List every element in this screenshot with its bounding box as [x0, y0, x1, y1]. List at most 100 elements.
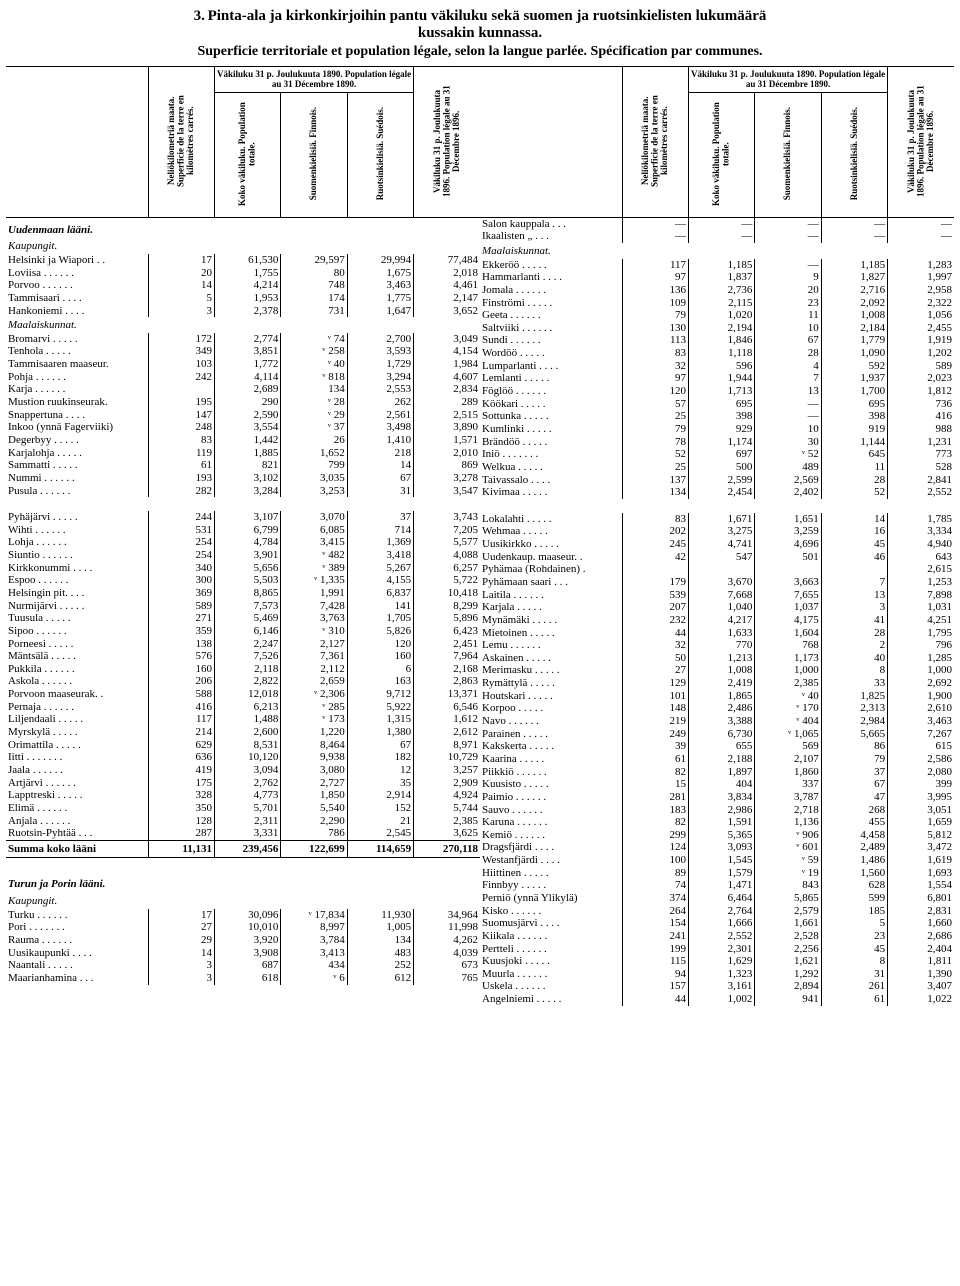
table-row: Maarianhamina . . .3618ᵛ 6612765 — [6, 972, 480, 985]
table-row: Piikkiö . . . . . .821,8971,860372,080 — [480, 766, 954, 779]
row-cell: — — [821, 230, 887, 243]
table-row: Askola . . . . . .2062,8222,6591632,863 — [6, 675, 480, 688]
row-cell: 2,115 — [689, 297, 755, 310]
row-cell: 1,037 — [755, 601, 821, 614]
row-cell: 97 — [622, 271, 688, 284]
row-cell: 2,018 — [414, 267, 480, 280]
row-cell: 3,554 — [215, 421, 281, 434]
left-tbody: Uudenmaan lääni.Kaupungit.Helsinki ja Wi… — [6, 217, 480, 984]
row-name: Wordöö . . . . . — [480, 347, 622, 360]
row-cell: 736 — [888, 398, 954, 411]
row-cell: 3,334 — [888, 525, 954, 538]
row-cell: 1,713 — [689, 385, 755, 398]
row-cell: 501 — [755, 551, 821, 564]
row-name: Hankoniemi . . . . — [6, 305, 148, 318]
row-cell: 2,378 — [215, 305, 281, 318]
row-cell: 374 — [622, 892, 688, 905]
table-row: Salon kauppala . . .————— — [480, 217, 954, 230]
row-cell: 3,418 — [347, 549, 413, 562]
row-cell: 628 — [821, 879, 887, 892]
row-cell: 1,005 — [347, 921, 413, 934]
row-cell: 5,722 — [414, 574, 480, 587]
table-row: Porvoon maaseurak. .58812,018ᵛ 2,3069,71… — [6, 688, 480, 701]
row-cell: ᵛ 482 — [281, 549, 347, 562]
gap — [6, 497, 480, 511]
row-cell: 4,088 — [414, 549, 480, 562]
row-cell: 2,023 — [888, 372, 954, 385]
row-cell: 4,155 — [347, 574, 413, 587]
row-cell: 2,914 — [347, 789, 413, 802]
row-cell: 489 — [755, 461, 821, 474]
row-cell: 1,315 — [347, 713, 413, 726]
row-cell: 988 — [888, 423, 954, 436]
row-cell: 731 — [281, 305, 347, 318]
row-cell: 2,301 — [689, 943, 755, 956]
table-row: Kirkkonummi . . . .3405,656ᵛ 3895,2676,2… — [6, 562, 480, 575]
row-cell: 2,590 — [215, 409, 281, 422]
row-cell: 134 — [347, 934, 413, 947]
row-cell: 130 — [622, 322, 688, 335]
row-cell: 124 — [622, 841, 688, 854]
row-cell: 5,665 — [821, 728, 887, 741]
row-cell: 6,213 — [215, 701, 281, 714]
row-cell: 588 — [148, 688, 214, 701]
row-cell: ᵛ 818 — [281, 371, 347, 384]
row-name: Rauma . . . . . . — [6, 934, 148, 947]
row-cell: 25 — [622, 461, 688, 474]
row-name: Askola . . . . . . — [6, 675, 148, 688]
sum-cell: 239,456 — [215, 840, 281, 858]
row-cell: 6,799 — [215, 524, 281, 537]
row-cell: 2,831 — [888, 905, 954, 918]
row-cell: — — [755, 410, 821, 423]
row-cell: 6,257 — [414, 562, 480, 575]
row-cell: 82 — [622, 816, 688, 829]
row-cell: 2,834 — [414, 383, 480, 396]
row-cell: 1,471 — [689, 879, 755, 892]
row-cell: 2,127 — [281, 638, 347, 651]
row-cell: 7,267 — [888, 728, 954, 741]
row-cell: 1,185 — [689, 259, 755, 272]
table-row: Kivimaa . . . . .1342,4542,402522,552 — [480, 486, 954, 499]
section-header: Uudenmaan lääni. — [6, 217, 480, 238]
row-cell: 695 — [821, 398, 887, 411]
row-cell: 3,331 — [215, 827, 281, 840]
row-name: Anjala . . . . . . — [6, 815, 148, 828]
row-cell: 7,526 — [215, 650, 281, 663]
table-row: Perniö (ynnä Ylikylä)3746,4645,8655996,8… — [480, 892, 954, 905]
row-cell: 1,008 — [689, 664, 755, 677]
row-cell: ᵛ 170 — [755, 702, 821, 715]
row-cell: 17 — [148, 909, 214, 922]
row-name: Angelniemi . . . . . — [480, 993, 622, 1006]
row-cell: 3,763 — [281, 612, 347, 625]
row-cell: 1,919 — [888, 334, 954, 347]
row-cell: 13 — [755, 385, 821, 398]
row-cell: 3,498 — [347, 421, 413, 434]
row-cell: 30 — [755, 436, 821, 449]
row-cell: 120 — [347, 638, 413, 651]
row-cell: 163 — [347, 675, 413, 688]
row-cell: 61 — [821, 993, 887, 1006]
row-name: Hiittinen . . . . . — [480, 867, 622, 880]
row-cell: 3,463 — [888, 715, 954, 728]
row-name: Kisko . . . . . . — [480, 905, 622, 918]
row-cell: ᵛ 389 — [281, 562, 347, 575]
table-row: Wehmaa . . . . .2023,2753,259163,334 — [480, 525, 954, 538]
row-cell: 645 — [821, 448, 887, 461]
row-cell: 11 — [755, 309, 821, 322]
row-cell: 262 — [347, 396, 413, 409]
row-cell: 268 — [821, 804, 887, 817]
row-cell: 7 — [755, 372, 821, 385]
row-cell: 232 — [622, 614, 688, 627]
row-cell: 3,995 — [888, 791, 954, 804]
row-name: Navo . . . . . . — [480, 715, 622, 728]
table-row: Geeta . . . . . .791,020111,0081,056 — [480, 309, 954, 322]
row-cell: 219 — [622, 715, 688, 728]
row-cell: 1,775 — [347, 292, 413, 305]
row-cell: — — [888, 230, 954, 243]
table-row: Mynämäki . . . . .2324,2174,175414,251 — [480, 614, 954, 627]
table-row: Espoo . . . . . .3005,503ᵛ 1,3354,1555,7… — [6, 574, 480, 587]
row-cell: 2,419 — [689, 677, 755, 690]
row-cell: 3 — [821, 601, 887, 614]
row-cell: 2,147 — [414, 292, 480, 305]
row-name: Loviisa . . . . . . — [6, 267, 148, 280]
